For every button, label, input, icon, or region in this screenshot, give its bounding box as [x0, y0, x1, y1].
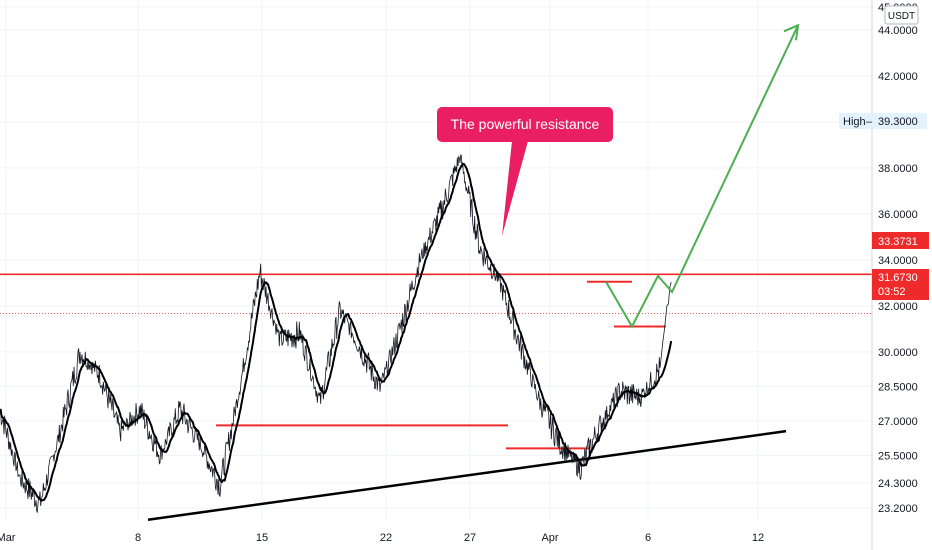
time-axis[interactable]: Mar 8 15 22 27 Apr 6 12 [0, 532, 764, 544]
last-price-badge: 31.6730 03:52 [872, 269, 929, 300]
last-price: 31.6730 [878, 272, 918, 284]
resistance-price-badge: 33.3731 [872, 232, 929, 249]
callout-pointer [502, 141, 528, 236]
price-axis[interactable]: 23.2000 24.3000 25.5000 27.0000 28.5000 30.00… [878, 2, 918, 515]
x-tick-label: 27 [464, 532, 476, 544]
currency-badge-box [884, 5, 919, 25]
y-tick-label: 44.0000 [878, 25, 918, 37]
high-marker-box [839, 113, 927, 129]
y-tick-label: 42.0000 [878, 71, 918, 83]
moving-average-line[interactable] [0, 162, 673, 502]
x-tick-label: 22 [380, 532, 392, 544]
currency-badge[interactable]: USDT [884, 5, 919, 25]
y-tick-label: 38.0000 [878, 163, 918, 175]
x-tick-label: Apr [541, 532, 558, 544]
x-tick-label: 8 [135, 532, 141, 544]
y-tick-label: 36.0000 [878, 209, 918, 221]
y-tick-label: 25.5000 [878, 450, 918, 462]
callout-box[interactable] [437, 107, 613, 142]
projection-path[interactable] [605, 24, 799, 329]
ascending-trendline[interactable] [147, 429, 787, 521]
drawn-levels [0, 273, 872, 521]
resistance-price: 33.3731 [878, 236, 918, 248]
y-tick-label: 28.5000 [878, 381, 918, 393]
resistance-badge-box [872, 232, 929, 249]
y-tick-label: 32.0000 [878, 301, 918, 313]
x-tick-label: Mar [0, 532, 16, 544]
y-tick-label: 23.2000 [878, 503, 918, 515]
callout-text: The powerful resistance [451, 116, 600, 132]
projection-arrowhead [783, 23, 800, 41]
x-tick-label: 15 [256, 532, 268, 544]
price-series [0, 154, 673, 513]
price-line[interactable] [0, 154, 672, 513]
grid [0, 0, 872, 522]
y-tick-label: 24.3000 [878, 478, 918, 490]
y-tick-label: 27.0000 [878, 416, 918, 428]
projection-layer [605, 23, 800, 329]
countdown-timer: 03:52 [878, 286, 906, 298]
annotation-callout[interactable]: The powerful resistance [437, 107, 613, 236]
x-tick-label: 12 [752, 532, 764, 544]
high-label: High [843, 116, 866, 128]
y-tick-label: 30.0000 [878, 347, 918, 359]
currency-label: USDT [888, 11, 915, 22]
high-marker: High – 39.3000 [839, 113, 927, 129]
last-price-box [872, 269, 929, 300]
x-tick-label: 6 [645, 532, 651, 544]
y-tick-label: 34.0000 [878, 255, 918, 267]
high-value: 39.3000 [878, 116, 918, 128]
high-dash: – [866, 116, 873, 128]
